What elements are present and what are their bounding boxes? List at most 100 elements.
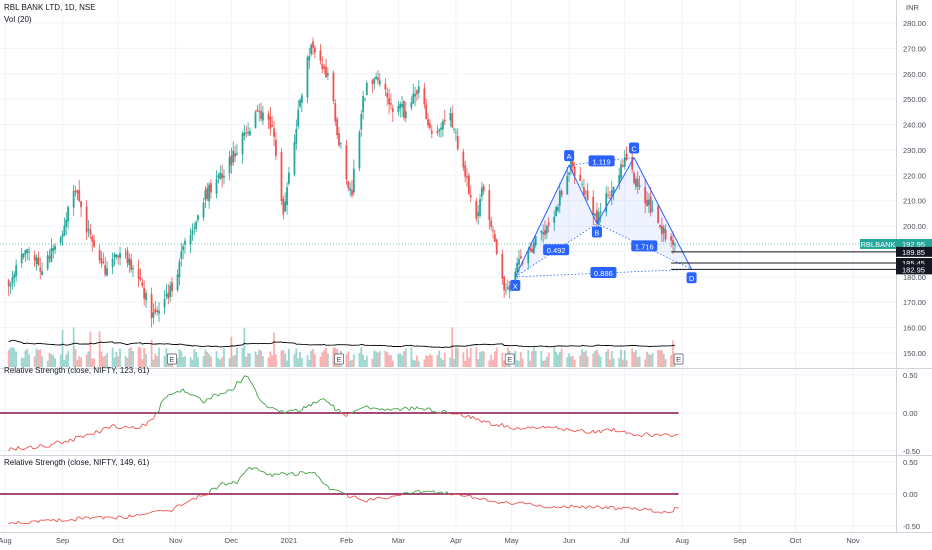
candle-body (9, 284, 12, 287)
volume-bar (581, 349, 583, 367)
rs1-legend[interactable]: Relative Strength (close, NIFTY, 123, 61… (4, 366, 150, 375)
volume-bar (299, 352, 301, 367)
rs-line-segment (173, 506, 177, 509)
volume-bar (189, 357, 192, 367)
rs-line-segment (132, 426, 136, 429)
candle-body (206, 187, 209, 199)
volume-bar (622, 359, 624, 367)
rs-line-segment (461, 495, 466, 497)
rs-line-segment (15, 446, 19, 451)
candle-body (646, 199, 648, 207)
rs-line-segment (256, 467, 260, 472)
rs-line-segment (316, 400, 319, 404)
rs-line-segment (483, 497, 486, 500)
rs-line-segment (444, 410, 449, 414)
pattern-leg (596, 157, 635, 224)
candle-body (46, 255, 49, 269)
candle-body (247, 131, 249, 134)
candle-body (269, 116, 272, 129)
candle-body (443, 119, 446, 122)
pattern-ratio-line (515, 223, 598, 278)
candle-body (573, 166, 576, 177)
candle-body (349, 188, 352, 191)
rs-line-segment (362, 500, 368, 503)
volume-bar (501, 352, 504, 367)
volume-bar (197, 357, 199, 367)
volume-bar (288, 348, 290, 367)
candle-body (480, 187, 483, 197)
candle-body (412, 93, 415, 104)
candle-body (93, 240, 95, 247)
candle-body (139, 277, 142, 280)
rs-line-segment (101, 427, 104, 432)
rs-line-segment (600, 507, 603, 510)
candle-body (267, 114, 270, 120)
rs-line-segment (342, 492, 347, 495)
rs-line-segment (527, 426, 531, 429)
rs-line-segment (19, 522, 24, 525)
volume-bar (492, 359, 494, 367)
rs-line-segment (346, 493, 349, 498)
rs-line-segment (15, 520, 19, 525)
candle-body (364, 98, 366, 100)
rs-line-segment (210, 395, 214, 400)
volume-bar (417, 360, 420, 367)
rs-line-segment (271, 473, 275, 477)
rs-line-segment (64, 441, 69, 443)
last-price-label: 192.95 (902, 240, 925, 249)
candle-body (586, 190, 589, 200)
volume-bar (234, 354, 236, 367)
rs-line-segment (529, 426, 533, 429)
candle-body (113, 254, 116, 258)
rs-line-segment (168, 510, 173, 512)
pattern-ratio-label: 1.716 (635, 242, 654, 251)
volume-bar (557, 354, 559, 367)
rs-line-segment (323, 483, 329, 487)
volume-bar (436, 355, 439, 367)
candle-body (124, 253, 127, 255)
rs-line-segment (145, 421, 149, 426)
rs-line-segment (236, 381, 241, 384)
candle-body (618, 175, 621, 184)
candle-body (464, 165, 467, 177)
symbol-title[interactable]: RBL BANK LTD, 1D, NSE (4, 3, 96, 12)
rs-line-segment (481, 420, 485, 423)
volume-bar (662, 353, 665, 367)
rs-line-segment (513, 502, 518, 505)
volume-bar (254, 351, 257, 367)
price-level-badge (896, 246, 932, 257)
volume-bar (258, 349, 261, 367)
candle-body (455, 132, 457, 134)
rs2-legend[interactable]: Relative Strength (close, NIFTY, 149, 61… (4, 458, 150, 467)
rs-line-segment (144, 513, 148, 515)
volume-bar (80, 357, 82, 367)
candle-body (323, 66, 326, 69)
volume-bar (85, 354, 88, 367)
volume-bar (46, 360, 49, 367)
y-tick-label: 160.00 (903, 324, 926, 333)
volume-bar (241, 347, 244, 367)
rs-line-segment (594, 505, 598, 508)
candle-body (254, 112, 257, 129)
candle-body (137, 268, 140, 279)
rs-line-segment (260, 470, 265, 473)
rs-line-segment (279, 472, 282, 475)
volume-legend[interactable]: Vol (20) (4, 15, 32, 24)
earnings-marker-label: E (169, 355, 174, 364)
rs-line-segment (643, 507, 646, 510)
volume-bar (364, 359, 366, 367)
volume-bar (583, 351, 585, 367)
rs-line-segment (38, 519, 41, 523)
candle-body (293, 142, 296, 175)
candle-body (403, 100, 405, 118)
volume-bar (130, 347, 133, 367)
rs-line-segment (349, 495, 355, 499)
volume-bar (24, 350, 27, 367)
candle-body (662, 227, 665, 233)
rs-line-segment (570, 504, 575, 508)
volume-bar (404, 348, 407, 367)
earnings-marker-label: E (336, 355, 341, 364)
rs-line-segment (160, 397, 165, 404)
y-tick-label: 150.00 (903, 349, 926, 358)
